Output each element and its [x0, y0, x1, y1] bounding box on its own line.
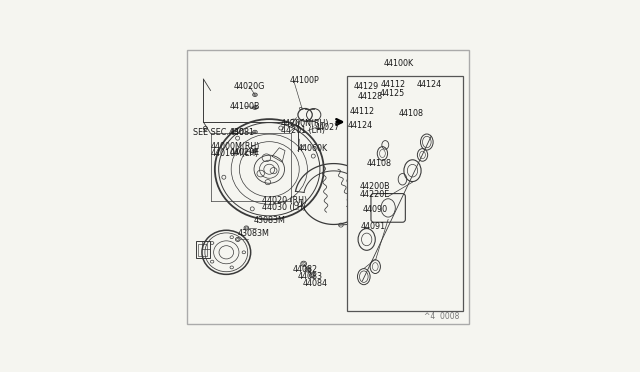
Text: 44000M(RH): 44000M(RH)	[211, 142, 260, 151]
Text: 44112: 44112	[381, 80, 406, 89]
Text: 44084: 44084	[302, 279, 327, 288]
Text: 44124: 44124	[348, 121, 372, 130]
Text: 44200B: 44200B	[360, 182, 390, 191]
Text: 43083M: 43083M	[253, 216, 285, 225]
Text: 44082: 44082	[292, 265, 317, 274]
Text: 43083M: 43083M	[238, 229, 269, 238]
Text: 44010M(LH): 44010M(LH)	[211, 149, 259, 158]
Bar	[198, 244, 207, 256]
Text: 44090: 44090	[362, 205, 387, 214]
Text: 44027: 44027	[315, 123, 340, 132]
Text: 44081: 44081	[229, 128, 254, 137]
Text: 44100P: 44100P	[289, 76, 319, 85]
Text: ^4  0008: ^4 0008	[424, 312, 460, 321]
Text: 44124: 44124	[417, 80, 442, 89]
Text: 44060K: 44060K	[298, 144, 328, 153]
Text: SEE SEC.430: SEE SEC.430	[193, 128, 244, 137]
Text: 44128: 44128	[358, 92, 383, 101]
Text: 44020 (RH): 44020 (RH)	[262, 196, 307, 205]
Text: 44108: 44108	[398, 109, 423, 118]
FancyBboxPatch shape	[371, 193, 405, 222]
Text: 44108: 44108	[367, 159, 392, 168]
Text: 44200N(RH): 44200N(RH)	[281, 119, 329, 128]
Text: 44020G: 44020G	[234, 82, 265, 91]
Text: 44220E: 44220E	[360, 190, 390, 199]
Text: 44091: 44091	[361, 222, 386, 231]
Text: 44100B: 44100B	[229, 102, 260, 111]
Text: 44020E: 44020E	[229, 148, 259, 157]
Text: 44201 (LH): 44201 (LH)	[281, 126, 324, 135]
Text: 44083: 44083	[298, 272, 323, 281]
Text: 44129: 44129	[354, 82, 379, 91]
Text: 44125: 44125	[380, 89, 405, 99]
Text: 44030 (LH): 44030 (LH)	[262, 203, 306, 212]
Text: 44112: 44112	[349, 108, 374, 116]
Bar	[196, 241, 210, 258]
Bar	[347, 76, 463, 311]
Text: 44100K: 44100K	[384, 59, 414, 68]
